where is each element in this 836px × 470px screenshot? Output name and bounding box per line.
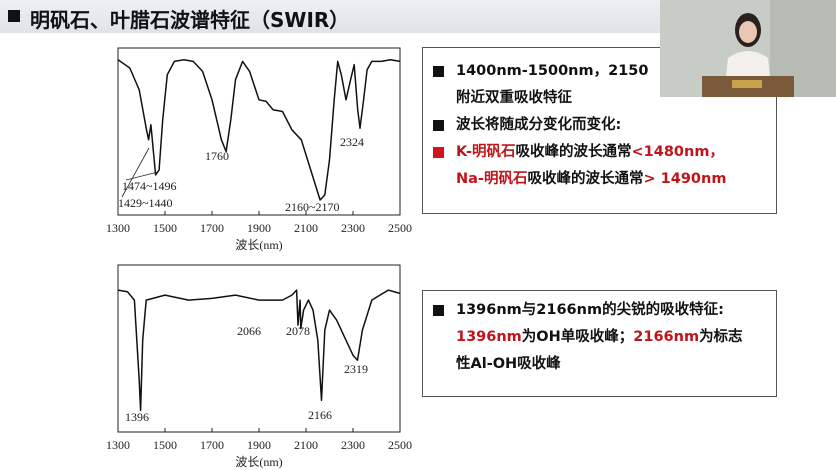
speaker-video bbox=[660, 0, 836, 97]
x-tick-label: 1900 bbox=[247, 438, 271, 452]
highlight-text: Na-明矾石 bbox=[456, 171, 528, 187]
bullet-item: 波长将随成分变化而变化: bbox=[433, 112, 768, 139]
text-line: 1396nm为OH单吸收峰；2166nm为标志 bbox=[456, 324, 743, 351]
x-tick-label: 2300 bbox=[341, 221, 365, 235]
bullet bbox=[433, 66, 444, 77]
spectrum-line bbox=[117, 58, 401, 201]
x-tick-label: 2100 bbox=[294, 221, 318, 235]
peak-pointer bbox=[121, 147, 150, 198]
bullet-item: K-明矾石吸收峰的波长通常<1480nm， Na-明矾石吸收峰的波长通常> 149… bbox=[433, 139, 768, 193]
plot-frame bbox=[117, 264, 401, 433]
peak-label: 2324 bbox=[340, 135, 364, 149]
text-run: 附近双重吸收特征 bbox=[456, 90, 572, 106]
highlight-text: <1480nm， bbox=[631, 144, 724, 160]
text-run: 为标志 bbox=[699, 329, 743, 345]
peak-label: 2066 bbox=[237, 324, 261, 338]
x-tick-label: 2500 bbox=[388, 221, 412, 235]
bullet-text: K-明矾石吸收峰的波长通常<1480nm， Na-明矾石吸收峰的波长通常> 149… bbox=[456, 139, 726, 193]
peak-label: 1429~1440 bbox=[118, 196, 173, 210]
spectrum-line bbox=[117, 289, 401, 412]
peak-label: 2160~2170 bbox=[285, 200, 340, 214]
note-box: 1396nm与2166nm的尖锐的吸收特征: 1396nm为OH单吸收峰；2166… bbox=[422, 290, 777, 397]
peak-label: 2319 bbox=[344, 362, 368, 376]
highlight-text: > 1490nm bbox=[643, 171, 727, 187]
text-line: Na-明矾石吸收峰的波长通常> 1490nm bbox=[456, 166, 726, 193]
bullet-item: 1396nm与2166nm的尖锐的吸收特征: 1396nm为OH单吸收峰；2166… bbox=[433, 297, 768, 378]
bullet-text: 1396nm与2166nm的尖锐的吸收特征: 1396nm为OH单吸收峰；2166… bbox=[456, 297, 743, 378]
highlight-text: 2166nm bbox=[633, 329, 700, 345]
text-run: 吸收峰的波长通常 bbox=[515, 144, 632, 160]
x-tick-label: 2500 bbox=[388, 438, 412, 452]
x-tick-label: 1500 bbox=[153, 438, 177, 452]
x-tick-label: 2100 bbox=[294, 438, 318, 452]
x-tick-label: 1700 bbox=[200, 438, 224, 452]
highlight-text: K-明矾石 bbox=[456, 144, 516, 160]
highlight-text: 1396nm bbox=[456, 329, 522, 345]
text-line: 附近双重吸收特征 bbox=[456, 85, 648, 112]
text-run: 波长将随成分变化而变化: bbox=[456, 117, 622, 133]
text-line: 1400nm-1500nm，2150 bbox=[456, 58, 648, 85]
title-bullet bbox=[8, 10, 20, 22]
x-tick-label: 1500 bbox=[153, 221, 177, 235]
peak-label: 1760 bbox=[205, 149, 229, 163]
text-run: 吸收峰的波长通常 bbox=[527, 171, 644, 187]
x-tick-label: 1700 bbox=[200, 221, 224, 235]
text-line: K-明矾石吸收峰的波长通常<1480nm， bbox=[456, 139, 726, 166]
x-axis-label: 波长(nm) bbox=[235, 455, 282, 469]
x-tick-label: 2300 bbox=[341, 438, 365, 452]
text-run: 为OH单吸收峰； bbox=[521, 329, 634, 345]
video-frame bbox=[660, 0, 836, 97]
peak-pointer bbox=[125, 171, 159, 181]
peak-label: 2078 bbox=[286, 324, 310, 338]
podium-sign bbox=[732, 80, 762, 88]
slide-title: 明矾石、叶腊石波谱特征（SWIR） bbox=[30, 8, 350, 32]
text-line: 性Al-OH吸收峰 bbox=[456, 351, 743, 378]
bullet bbox=[433, 305, 444, 316]
bullet-item: 1400nm-1500nm，2150 附近双重吸收特征 bbox=[433, 58, 768, 112]
text-line: 1396nm与2166nm的尖锐的吸收特征: bbox=[456, 297, 743, 324]
peak-label: 1396 bbox=[125, 410, 149, 424]
face bbox=[739, 21, 757, 43]
bullet-text: 1400nm-1500nm，2150 附近双重吸收特征 bbox=[456, 58, 648, 112]
x-tick-label: 1900 bbox=[247, 221, 271, 235]
x-tick-label: 1300 bbox=[106, 438, 130, 452]
text-run: 1396nm与2166nm的尖锐的吸收特征: bbox=[456, 302, 724, 318]
peak-label: 1474~1496 bbox=[122, 179, 177, 193]
text-run: 性Al-OH吸收峰 bbox=[456, 356, 561, 372]
bullet-text: 波长将随成分变化而变化: bbox=[456, 112, 621, 139]
peak-label: 2166 bbox=[308, 408, 332, 422]
text-line: 波长将随成分变化而变化: bbox=[456, 112, 621, 139]
x-axis-label: 波长(nm) bbox=[235, 238, 282, 252]
x-tick-label: 1300 bbox=[106, 221, 130, 235]
bullet bbox=[433, 120, 444, 131]
bullet bbox=[433, 147, 444, 158]
text-run: 1400nm-1500nm，2150 bbox=[456, 63, 649, 79]
